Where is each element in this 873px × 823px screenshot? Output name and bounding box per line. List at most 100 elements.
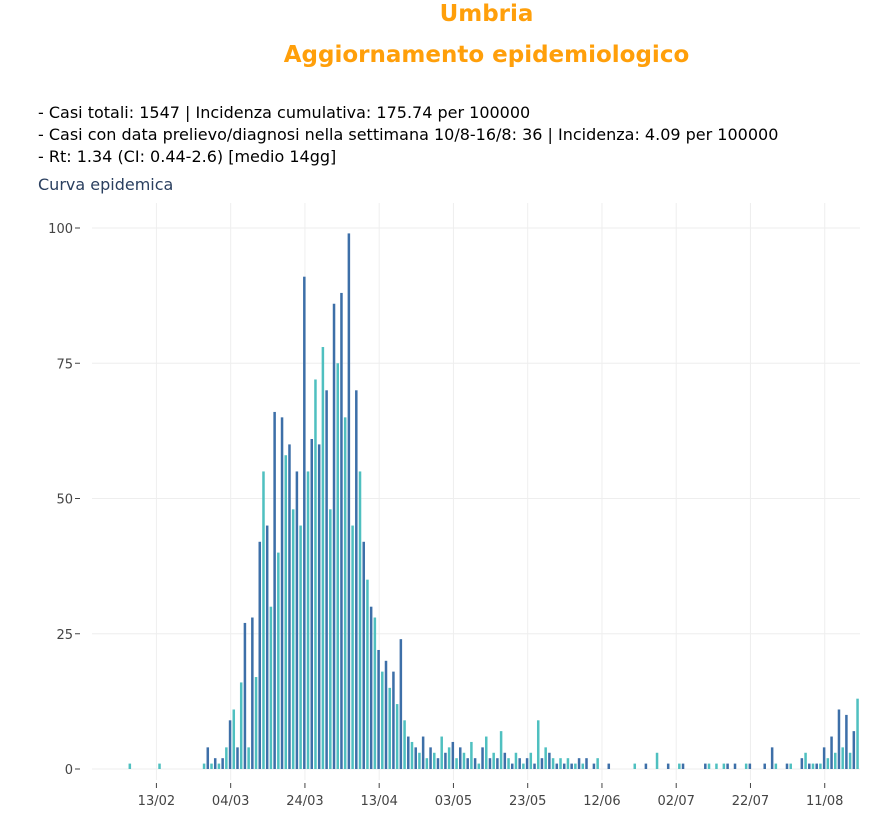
- bar[interactable]: [830, 736, 833, 769]
- bar[interactable]: [251, 617, 254, 769]
- bar[interactable]: [306, 471, 310, 769]
- bar[interactable]: [265, 525, 269, 769]
- bar[interactable]: [277, 552, 280, 769]
- bar[interactable]: [837, 709, 841, 769]
- bar[interactable]: [633, 763, 637, 769]
- bar[interactable]: [310, 438, 314, 769]
- bar[interactable]: [841, 747, 844, 769]
- bar[interactable]: [473, 758, 477, 769]
- bar[interactable]: [243, 622, 247, 769]
- bar[interactable]: [436, 758, 440, 769]
- bar[interactable]: [128, 763, 132, 769]
- bar[interactable]: [570, 763, 573, 769]
- bar[interactable]: [343, 417, 347, 769]
- bar[interactable]: [414, 747, 417, 769]
- bar[interactable]: [722, 763, 726, 769]
- bar[interactable]: [555, 763, 559, 769]
- bar[interactable]: [852, 731, 856, 769]
- bar[interactable]: [325, 390, 328, 769]
- bar[interactable]: [392, 671, 395, 769]
- bar[interactable]: [221, 758, 224, 769]
- bar[interactable]: [834, 752, 837, 769]
- bar[interactable]: [440, 736, 443, 769]
- bar[interactable]: [566, 758, 570, 769]
- bar[interactable]: [525, 758, 529, 769]
- bar[interactable]: [808, 763, 811, 769]
- bar[interactable]: [499, 731, 503, 769]
- bar[interactable]: [232, 709, 236, 769]
- bar[interactable]: [247, 747, 250, 769]
- bar[interactable]: [447, 747, 451, 769]
- bar[interactable]: [577, 758, 581, 769]
- bar[interactable]: [785, 763, 789, 769]
- bar[interactable]: [462, 752, 466, 769]
- bar[interactable]: [678, 763, 681, 769]
- bar[interactable]: [358, 471, 362, 769]
- bar[interactable]: [466, 758, 469, 769]
- bar[interactable]: [540, 758, 544, 769]
- bar[interactable]: [704, 763, 707, 769]
- bar[interactable]: [551, 758, 555, 769]
- bar[interactable]: [373, 617, 377, 769]
- bar[interactable]: [295, 471, 299, 769]
- bar[interactable]: [213, 758, 217, 769]
- bar[interactable]: [377, 649, 380, 769]
- bar[interactable]: [369, 606, 373, 769]
- bar[interactable]: [284, 455, 288, 769]
- bar[interactable]: [562, 763, 566, 769]
- bar[interactable]: [280, 417, 284, 769]
- bar[interactable]: [481, 747, 484, 769]
- bar[interactable]: [210, 763, 213, 769]
- bar[interactable]: [355, 390, 358, 769]
- bar[interactable]: [332, 303, 336, 769]
- bar[interactable]: [485, 736, 488, 769]
- bar[interactable]: [362, 541, 365, 769]
- bar[interactable]: [477, 763, 481, 769]
- bar[interactable]: [726, 763, 729, 769]
- bar[interactable]: [826, 758, 830, 769]
- bar[interactable]: [254, 677, 258, 769]
- bar[interactable]: [314, 379, 317, 769]
- bar[interactable]: [321, 347, 325, 769]
- bar[interactable]: [347, 233, 351, 769]
- bar[interactable]: [510, 763, 514, 769]
- bar[interactable]: [340, 292, 343, 769]
- bar[interactable]: [529, 752, 533, 769]
- bar[interactable]: [258, 541, 262, 769]
- bar[interactable]: [496, 758, 499, 769]
- bar[interactable]: [399, 639, 403, 769]
- bar[interactable]: [522, 763, 525, 769]
- bar[interactable]: [455, 758, 458, 769]
- bar[interactable]: [336, 363, 339, 769]
- bar[interactable]: [366, 579, 369, 769]
- bar[interactable]: [536, 720, 540, 769]
- bar[interactable]: [581, 763, 585, 769]
- bar[interactable]: [228, 720, 232, 769]
- bar[interactable]: [451, 741, 455, 769]
- bar[interactable]: [381, 671, 384, 769]
- bar[interactable]: [444, 752, 447, 769]
- bar[interactable]: [459, 747, 462, 769]
- bar[interactable]: [317, 444, 321, 769]
- bar[interactable]: [804, 752, 807, 769]
- bar[interactable]: [518, 758, 521, 769]
- bar[interactable]: [507, 758, 510, 769]
- bar[interactable]: [303, 276, 306, 769]
- bar[interactable]: [856, 698, 859, 769]
- bar[interactable]: [269, 606, 273, 769]
- bar[interactable]: [596, 758, 599, 769]
- bar[interactable]: [236, 747, 239, 769]
- bar[interactable]: [800, 758, 804, 769]
- bar[interactable]: [403, 720, 406, 769]
- bar[interactable]: [715, 763, 718, 769]
- bar[interactable]: [429, 747, 432, 769]
- bar[interactable]: [548, 752, 551, 769]
- bar[interactable]: [395, 704, 399, 769]
- bar[interactable]: [262, 471, 265, 769]
- bar[interactable]: [533, 763, 536, 769]
- bar[interactable]: [559, 758, 562, 769]
- bar[interactable]: [544, 747, 547, 769]
- bar[interactable]: [288, 444, 291, 769]
- bar[interactable]: [848, 752, 852, 769]
- bar[interactable]: [514, 752, 518, 769]
